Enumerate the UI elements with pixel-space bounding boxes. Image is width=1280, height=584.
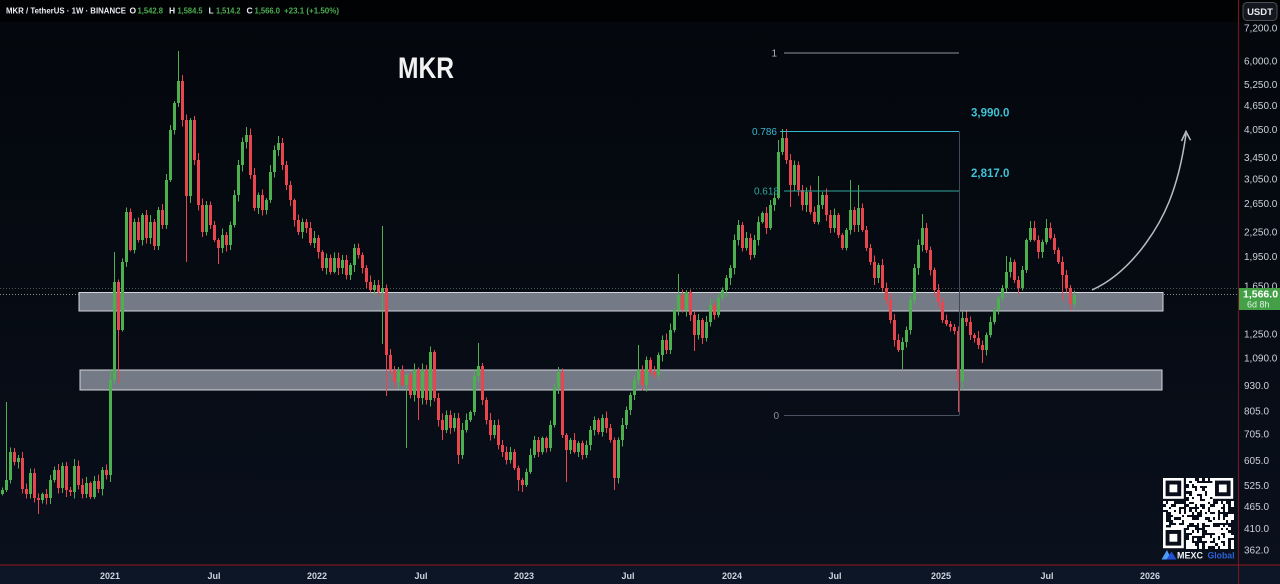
svg-text:+23.1 (+1.50%): +23.1 (+1.50%) (284, 6, 339, 16)
svg-text:C: C (247, 6, 253, 16)
svg-text:1,950.0: 1,950.0 (1244, 252, 1278, 263)
svg-text:7,200.0: 7,200.0 (1244, 24, 1278, 35)
svg-text:2021: 2021 (100, 571, 120, 581)
svg-text:1,090.0: 1,090.0 (1244, 354, 1278, 365)
svg-text:2025: 2025 (931, 571, 951, 581)
svg-text:0: 0 (773, 411, 779, 422)
svg-text:MKR: MKR (398, 52, 454, 85)
svg-text:1,584.5: 1,584.5 (178, 6, 203, 16)
svg-text:0.786: 0.786 (752, 127, 777, 138)
svg-text:Jul: Jul (621, 571, 634, 581)
svg-text:2,817.0: 2,817.0 (971, 168, 1009, 180)
svg-text:0.618: 0.618 (754, 187, 779, 198)
svg-text:USDT: USDT (1247, 7, 1273, 18)
svg-text:1,650.0: 1,650.0 (1244, 281, 1278, 292)
svg-text:MKR / TetherUS · 1W · BINANCE: MKR / TetherUS · 1W · BINANCE (6, 6, 126, 16)
svg-text:Jul: Jul (1040, 571, 1053, 581)
svg-text:Jul: Jul (828, 571, 841, 581)
svg-text:1,514.2: 1,514.2 (216, 6, 241, 16)
svg-text:2024: 2024 (722, 571, 742, 581)
svg-text:H: H (169, 6, 175, 16)
svg-text:3,990.0: 3,990.0 (971, 108, 1009, 120)
svg-text:Jul: Jul (414, 571, 427, 581)
svg-text:805.0: 805.0 (1244, 406, 1269, 417)
svg-text:2026: 2026 (1140, 571, 1160, 581)
svg-text:2022: 2022 (307, 571, 327, 581)
svg-text:930.0: 930.0 (1244, 381, 1269, 392)
svg-text:Global: Global (1208, 551, 1235, 562)
svg-text:2023: 2023 (514, 571, 534, 581)
svg-text:1,566.0: 1,566.0 (255, 6, 281, 16)
svg-text:362.0: 362.0 (1244, 546, 1269, 557)
svg-text:4,050.0: 4,050.0 (1244, 125, 1278, 136)
svg-text:410.0: 410.0 (1244, 524, 1269, 535)
svg-text:605.0: 605.0 (1244, 456, 1269, 467)
svg-text:O: O (130, 6, 137, 16)
svg-text:1: 1 (771, 49, 777, 60)
svg-text:6,000.0: 6,000.0 (1244, 57, 1278, 68)
svg-text:2,650.0: 2,650.0 (1244, 199, 1278, 210)
svg-text:1,566.0: 1,566.0 (1243, 289, 1278, 301)
svg-text:L: L (209, 6, 214, 16)
svg-text:Jul: Jul (207, 571, 220, 581)
svg-text:MEXC: MEXC (1177, 551, 1203, 562)
svg-text:5,250.0: 5,250.0 (1244, 80, 1278, 91)
svg-text:6d 8h: 6d 8h (1247, 300, 1270, 310)
svg-text:3,050.0: 3,050.0 (1244, 174, 1278, 185)
svg-text:525.0: 525.0 (1244, 481, 1269, 492)
svg-text:2,250.0: 2,250.0 (1244, 227, 1278, 238)
svg-text:4,650.0: 4,650.0 (1244, 101, 1278, 112)
svg-text:465.0: 465.0 (1244, 502, 1269, 513)
svg-text:1,542.8: 1,542.8 (138, 6, 164, 16)
svg-text:705.0: 705.0 (1244, 430, 1269, 441)
svg-text:1,250.0: 1,250.0 (1244, 330, 1278, 341)
svg-text:3,450.0: 3,450.0 (1244, 153, 1278, 164)
